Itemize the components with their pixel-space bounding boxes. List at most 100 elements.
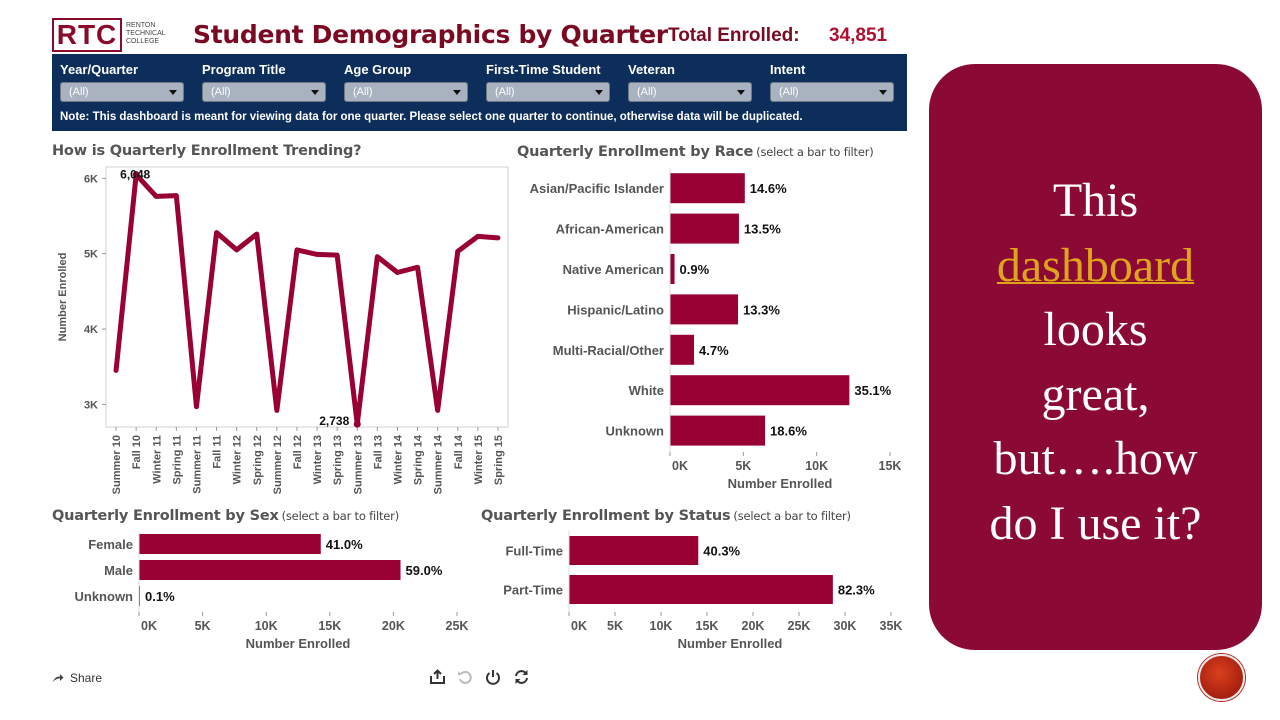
program-title-dropdown[interactable]: (All) [202, 82, 326, 102]
x-tick-label: 15K [879, 459, 902, 473]
callout-line: but….how [993, 432, 1198, 485]
category-label: Native American [563, 262, 664, 277]
bar [670, 415, 766, 446]
x-tick-label: Fall 10 [131, 435, 143, 469]
year-quarter-dropdown[interactable]: (All) [60, 82, 184, 102]
callout-line: do I use it? [989, 496, 1202, 550]
filter-label: Age Group [344, 62, 412, 77]
data-label: 59.0% [406, 563, 443, 578]
x-tick-label: Spring 14 [413, 434, 425, 485]
caret-down-icon [169, 90, 177, 95]
x-tick-label: Spring 13 [332, 435, 344, 485]
dropdown-value: (All) [353, 86, 373, 98]
y-tick-label: 3K [84, 399, 98, 411]
category-label: African-American [556, 222, 664, 237]
caret-down-icon [453, 90, 461, 95]
x-tick-label: 25K [788, 619, 811, 633]
download-icon[interactable] [428, 668, 446, 686]
dropdown-value: (All) [637, 86, 657, 98]
filter-label: First-Time Student [486, 62, 601, 77]
sex-title-hint: (select a bar to filter) [281, 509, 400, 523]
bar [670, 173, 745, 204]
veteran-dropdown[interactable]: (All) [628, 82, 752, 102]
x-axis-label: Number Enrolled [728, 476, 833, 491]
x-tick-label: Summer 10 [111, 435, 123, 494]
data-label: 0.9% [680, 262, 710, 277]
plot-frame [105, 166, 509, 428]
x-tick-label: Spring 11 [171, 435, 183, 485]
data-label: 13.3% [743, 302, 780, 317]
status-title-hint: (select a bar to filter) [733, 509, 851, 523]
power-icon[interactable] [484, 668, 502, 686]
category-label: Full-Time [505, 544, 563, 559]
annotation-label: 2,738 [319, 414, 349, 428]
bar [670, 375, 850, 406]
filter-note: Note: This dashboard is meant for viewin… [60, 111, 803, 123]
filter-label: Veteran [628, 62, 675, 77]
dropdown-value: (All) [69, 86, 89, 98]
x-tick-label: 10K [255, 619, 278, 633]
bar [670, 213, 739, 244]
category-label: White [629, 383, 664, 398]
x-tick-label: Fall 13 [372, 435, 384, 469]
category-label: Male [104, 563, 133, 578]
age-group-dropdown[interactable]: (All) [344, 82, 468, 102]
category-label: Hispanic/Latino [567, 302, 664, 317]
x-tick-label: Fall 12 [292, 435, 304, 469]
first-time-student-dropdown[interactable]: (All) [486, 82, 610, 102]
intent-dropdown[interactable]: (All) [770, 82, 894, 102]
x-tick-label: 0K [141, 619, 157, 633]
data-label: 14.6% [750, 181, 787, 196]
total-enrolled-label: Total Enrolled: [668, 25, 800, 46]
status-chart-title: Quarterly Enrollment by Status (select a … [481, 508, 851, 524]
dropdown-value: (All) [495, 86, 515, 98]
caret-down-icon [595, 90, 603, 95]
filter-label: Year/Quarter [60, 62, 139, 77]
caret-down-icon [879, 90, 887, 95]
x-tick-label: 5K [195, 619, 211, 633]
race-bar-chart[interactable]: Asian/Pacific Islander 14.6% African-Ameri… [510, 165, 910, 495]
x-tick-label: Spring 15 [493, 435, 505, 485]
sex-chart-title: Quarterly Enrollment by Sex (select a bar… [52, 508, 399, 524]
status-bar-chart[interactable]: Full-Time 40.3% Part-Time 82.3% 0K 5K 10K 15K 20… [481, 527, 911, 655]
x-tick-label: Fall 14 [453, 434, 465, 469]
filter-label: Program Title [202, 62, 286, 77]
bar [670, 294, 739, 325]
dashboard-link[interactable]: dashboard [996, 238, 1195, 292]
x-tick-label: 5K [607, 619, 623, 633]
x-tick-label: Summer 13 [352, 435, 364, 494]
bar [139, 560, 401, 580]
refresh-icon[interactable] [512, 668, 530, 686]
x-tick-label: 5K [735, 459, 751, 473]
logo-subtitle: RENTON TECHNICAL COLLEGE [126, 22, 186, 46]
logo-text: RTC [56, 19, 118, 50]
bar [569, 575, 833, 604]
share-button[interactable]: Share [52, 671, 102, 685]
filter-label: Intent [770, 62, 806, 77]
filter-first-time-student: First-Time Student (All) [486, 62, 612, 102]
trend-line-chart[interactable]: 3K 4K 5K 6K Number Enrolled Summer 10 Fall 10 W… [52, 163, 512, 498]
x-axis-label: Number Enrolled [678, 636, 783, 651]
annotation-point [353, 420, 361, 428]
undo-icon[interactable] [456, 668, 474, 686]
caret-down-icon [737, 90, 745, 95]
data-label: 13.5% [744, 222, 781, 237]
x-tick-label: Winter 15 [473, 435, 485, 484]
x-tick-label: Summer 12 [272, 435, 284, 494]
sex-bar-chart[interactable]: Female 41.0% Male 59.0% Unknown 0.1% 0K 5K 10K 15… [52, 527, 472, 655]
filter-year-quarter: Year/Quarter (All) [60, 62, 186, 102]
bar [139, 534, 321, 554]
x-tick-label: 0K [571, 619, 587, 633]
trend-chart-title: How is Quarterly Enrollment Trending? [52, 143, 362, 159]
x-tick-label: 10K [805, 459, 828, 473]
category-label: Multi-Racial/Other [553, 343, 664, 358]
dashboard-title: Student Demographics by Quarter [193, 20, 668, 49]
callout-panel: This dashboard looks great, but….how do … [929, 64, 1262, 650]
x-tick-label: Winter 13 [312, 435, 324, 484]
callout-text: This dashboard looks great, but….how do … [929, 169, 1262, 556]
x-tick-label: 15K [318, 619, 341, 633]
caret-down-icon [311, 90, 319, 95]
x-tick-label: Winter 12 [232, 435, 244, 484]
rtc-logo: RTC [52, 18, 122, 52]
x-tick-label: 0K [672, 459, 688, 473]
